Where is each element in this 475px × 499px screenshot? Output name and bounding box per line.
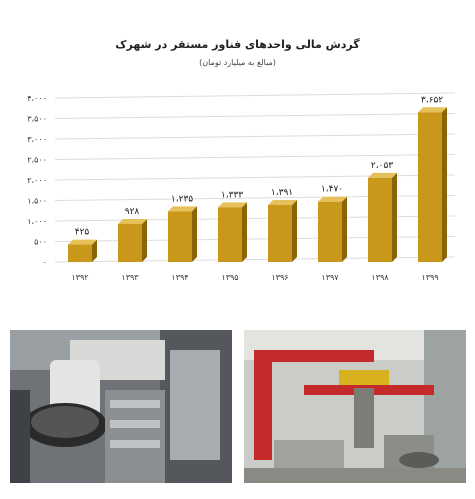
bar-chart: ۰ ۵۰۰ ۱،۰۰۰ ۱،۵۰۰ ۲،۰۰۰ ۲،۵۰۰ ۳،۰۰۰ ۳،۵۰۰ ۴،۰۰۰ ۴… <box>27 92 456 282</box>
y-tick-label: ۲،۰۰۰ <box>27 176 47 185</box>
bar-top <box>218 202 247 208</box>
bar-front <box>268 204 292 262</box>
data-label: ۱،۳۳۳ <box>221 190 243 200</box>
bar-side <box>242 202 247 262</box>
chart-area: گردش مالی واحدهای فناور مستقر در شهرک (م… <box>27 38 456 282</box>
bar-side <box>92 239 97 262</box>
industrial-workshop-photo <box>244 330 466 483</box>
chart-title: گردش مالی واحدهای فناور مستقر در شهرک <box>115 38 360 51</box>
bar-top <box>418 107 447 113</box>
x-tick-label: ۱۳۹۶ <box>271 273 288 282</box>
bar-top <box>68 239 97 245</box>
grid-line <box>54 133 456 140</box>
data-label: ۴۲۵ <box>75 228 90 238</box>
bar-front <box>318 201 342 262</box>
data-label: ۹۲۸ <box>125 207 140 217</box>
bar <box>418 107 447 262</box>
bar-top <box>168 206 197 212</box>
data-label: ۱،۲۳۵ <box>171 194 193 204</box>
x-tick-label: ۱۳۹۲ <box>71 273 88 282</box>
bar <box>118 218 147 262</box>
grid-line <box>54 113 456 119</box>
y-tick-label: ۱،۰۰۰ <box>27 217 47 226</box>
grid-line <box>54 92 456 99</box>
bar-top <box>368 172 397 178</box>
bar-front <box>218 207 242 262</box>
x-tick-label: ۱۳۹۴ <box>171 273 188 282</box>
bar-front <box>118 223 142 262</box>
bar <box>268 199 297 262</box>
bar-top <box>118 218 147 224</box>
bar <box>318 196 347 262</box>
bar-top <box>318 196 347 202</box>
x-tick-label: ۱۳۹۹ <box>421 273 438 282</box>
y-tick-label: ۰ <box>43 258 47 267</box>
bar-front <box>368 177 392 262</box>
data-label: ۱،۴۷۰ <box>321 185 343 195</box>
bar-side <box>192 206 197 262</box>
chart-subtitle: (مبالغ به میلیارد تومان) <box>199 58 276 67</box>
data-label: ۱،۳۹۱ <box>271 188 293 198</box>
y-tick-label: ۲،۵۰۰ <box>27 156 47 165</box>
machinery-photo <box>10 330 232 483</box>
x-tick-label: ۱۳۹۷ <box>321 273 339 282</box>
bar-side <box>292 199 297 262</box>
bar-side <box>392 172 397 262</box>
x-tick-label: ۱۳۹۳ <box>121 273 139 282</box>
bar-side <box>342 196 347 262</box>
bar-front <box>418 112 442 262</box>
bar <box>368 172 397 262</box>
y-tick-label: ۱،۵۰۰ <box>27 197 47 206</box>
bar-top <box>268 199 297 205</box>
bar <box>218 202 247 262</box>
data-label: ۳،۶۵۲ <box>421 95 443 105</box>
x-tick-label: ۱۳۹۵ <box>221 273 238 282</box>
y-tick-label: ۴،۰۰۰ <box>27 94 47 103</box>
bar <box>68 239 97 262</box>
y-tick-label: ۵۰۰ <box>34 238 47 247</box>
y-tick-label: ۳،۰۰۰ <box>27 135 47 144</box>
bar-front <box>168 211 192 262</box>
bar-side <box>442 107 447 262</box>
bar-side <box>142 218 147 262</box>
bar <box>168 206 197 262</box>
data-label: ۲،۰۵۳ <box>371 161 393 171</box>
x-tick-label: ۱۳۹۸ <box>371 273 389 282</box>
grid-line <box>54 154 456 160</box>
y-tick-label: ۳،۵۰۰ <box>27 115 47 124</box>
bar-front <box>68 244 92 262</box>
